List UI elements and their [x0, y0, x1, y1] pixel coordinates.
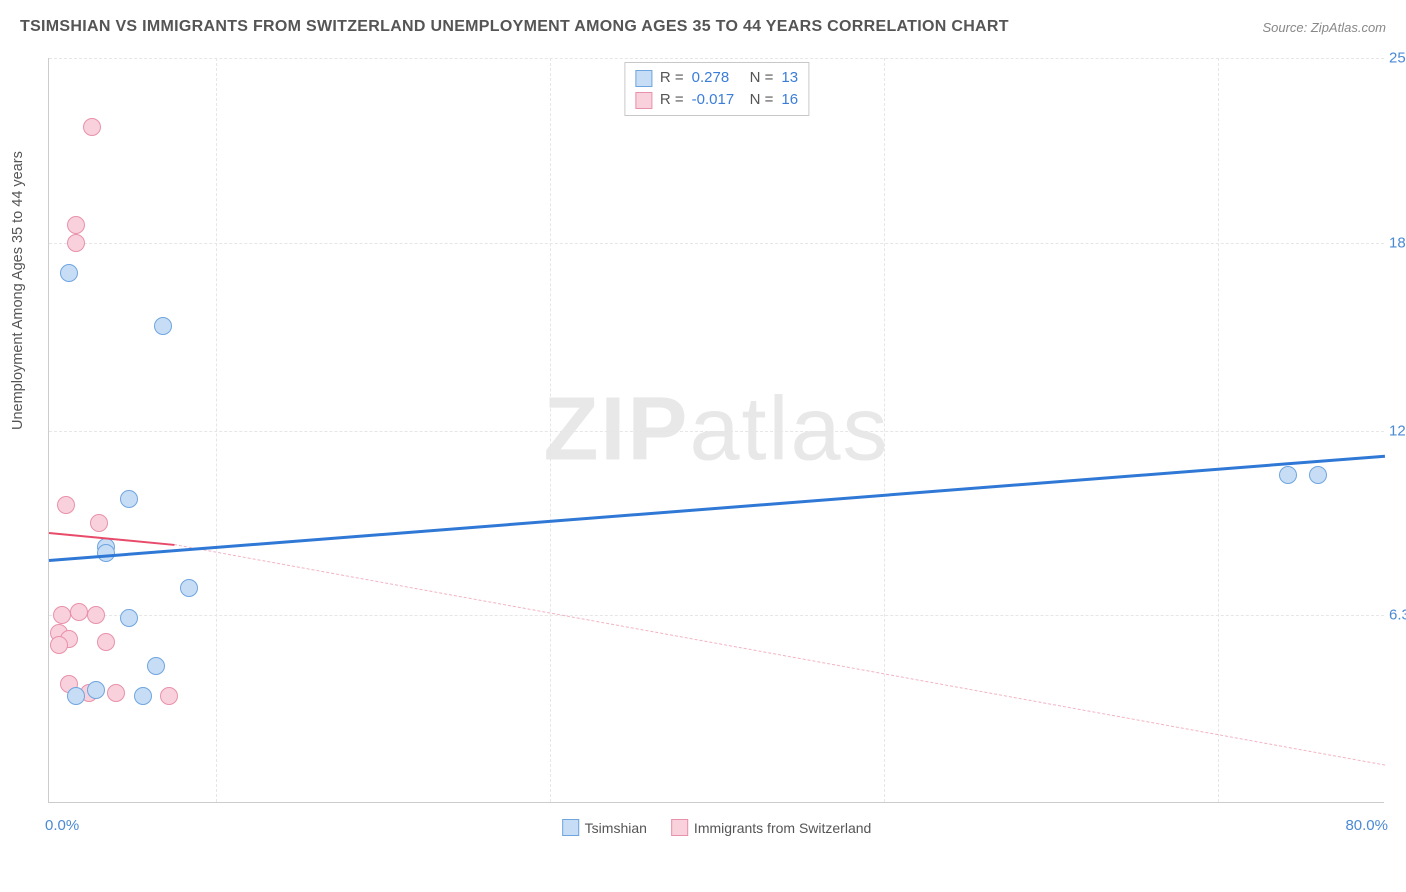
correlation-legend: R = 0.278 N = 13 R = -0.017 N = 16: [624, 62, 809, 116]
data-point-switzerland: [87, 606, 105, 624]
data-point-switzerland: [57, 496, 75, 514]
gridline-v: [216, 58, 217, 802]
swatch-switzerland-icon: [671, 819, 688, 836]
trend-line-tsimshian: [49, 454, 1385, 561]
x-tick-min: 0.0%: [45, 817, 79, 834]
gridline-v: [884, 58, 885, 802]
swatch-tsimshian: [635, 70, 652, 87]
data-point-tsimshian: [147, 657, 165, 675]
x-tick-max: 80.0%: [1345, 817, 1388, 834]
series-legend: Tsimshian Immigrants from Switzerland: [562, 819, 872, 836]
legend-item-switzerland: Immigrants from Switzerland: [671, 819, 871, 836]
legend-row-tsimshian: R = 0.278 N = 13: [635, 67, 798, 89]
y-tick-label: 12.5%: [1389, 422, 1406, 439]
data-point-switzerland: [53, 606, 71, 624]
swatch-switzerland: [635, 92, 652, 109]
data-point-tsimshian: [87, 681, 105, 699]
data-point-tsimshian: [97, 544, 115, 562]
data-point-tsimshian: [154, 317, 172, 335]
data-point-switzerland: [67, 216, 85, 234]
y-tick-label: 6.3%: [1389, 607, 1406, 624]
data-point-switzerland: [160, 687, 178, 705]
scatter-plot-area: ZIPatlas R = 0.278 N = 13 R = -0.017 N =…: [48, 58, 1384, 803]
source-label: Source: ZipAtlas.com: [1262, 20, 1386, 35]
data-point-tsimshian: [67, 687, 85, 705]
data-point-tsimshian: [180, 579, 198, 597]
gridline-h: [49, 243, 1384, 244]
data-point-tsimshian: [1279, 466, 1297, 484]
y-tick-label: 25.0%: [1389, 50, 1406, 67]
data-point-tsimshian: [134, 687, 152, 705]
y-axis-label: Unemployment Among Ages 35 to 44 years: [10, 151, 26, 430]
data-point-tsimshian: [120, 490, 138, 508]
trend-line-switzerland-projected: [174, 544, 1385, 766]
gridline-h: [49, 615, 1384, 616]
y-tick-label: 18.8%: [1389, 234, 1406, 251]
data-point-tsimshian: [60, 264, 78, 282]
legend-item-tsimshian: Tsimshian: [562, 819, 647, 836]
data-point-tsimshian: [120, 609, 138, 627]
data-point-switzerland: [83, 118, 101, 136]
swatch-tsimshian-icon: [562, 819, 579, 836]
gridline-h: [49, 58, 1384, 59]
data-point-tsimshian: [1309, 466, 1327, 484]
data-point-switzerland: [50, 636, 68, 654]
gridline-h: [49, 431, 1384, 432]
data-point-switzerland: [90, 514, 108, 532]
gridline-v: [1218, 58, 1219, 802]
chart-title: TSIMSHIAN VS IMMIGRANTS FROM SWITZERLAND…: [20, 18, 1009, 36]
legend-row-switzerland: R = -0.017 N = 16: [635, 89, 798, 111]
gridline-v: [550, 58, 551, 802]
data-point-switzerland: [67, 234, 85, 252]
data-point-switzerland: [70, 603, 88, 621]
data-point-switzerland: [97, 633, 115, 651]
data-point-switzerland: [107, 684, 125, 702]
